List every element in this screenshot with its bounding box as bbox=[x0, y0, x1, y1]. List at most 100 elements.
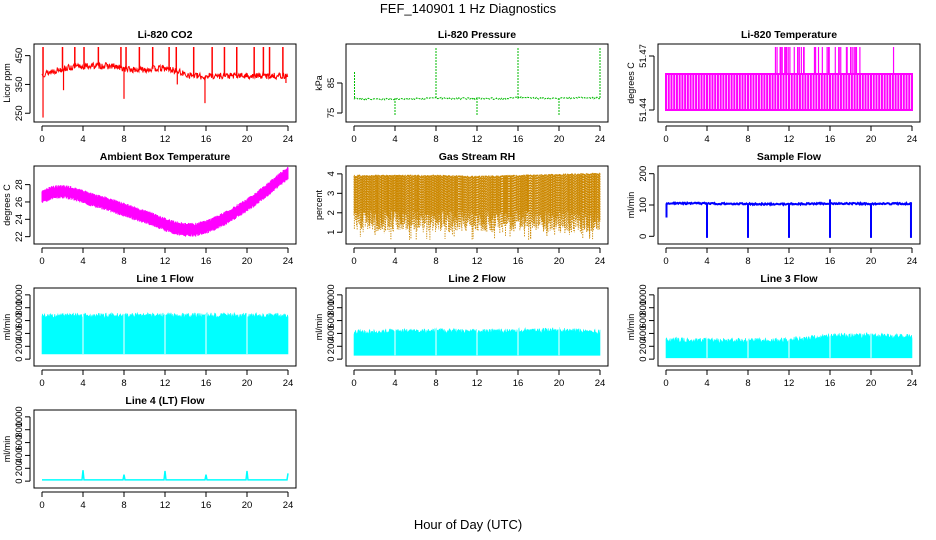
x-tick-label: 8 bbox=[121, 134, 126, 145]
x-axis: 0 4 8 12 16 20 24 bbox=[351, 369, 606, 389]
x-tick-label: 20 bbox=[242, 256, 253, 267]
plot-frame bbox=[33, 409, 297, 489]
x-tick-label: 16 bbox=[513, 256, 524, 267]
x-tick-label: 16 bbox=[825, 378, 836, 389]
x-tick-label: 16 bbox=[513, 378, 524, 389]
chart-title: Li-820 CO2 bbox=[138, 29, 193, 41]
x-tick-label: 20 bbox=[866, 378, 877, 389]
chart-title: Line 2 Flow bbox=[448, 273, 506, 285]
plot-area bbox=[353, 326, 601, 356]
x-tick-label: 12 bbox=[160, 134, 171, 145]
x-tick-label: 20 bbox=[554, 256, 565, 267]
x-tick-label: 16 bbox=[201, 134, 212, 145]
y-tick-label: 200 bbox=[326, 338, 337, 354]
x-axis: 0 4 8 12 16 20 24 bbox=[663, 247, 917, 267]
y-axis-label: ml/min bbox=[626, 314, 636, 341]
series-line bbox=[41, 61, 289, 81]
x-tick-label: 12 bbox=[160, 378, 171, 389]
y-tick-label: 600 bbox=[14, 313, 25, 329]
x-tick-label: 8 bbox=[745, 256, 750, 267]
plot-area bbox=[353, 47, 601, 116]
x-axis: 0 4 8 12 16 20 24 bbox=[351, 247, 606, 267]
x-tick-label: 0 bbox=[39, 500, 44, 511]
y-axis: 250 350 450 bbox=[14, 48, 31, 121]
x-tick-label: 20 bbox=[554, 134, 565, 145]
x-tick-label: 24 bbox=[907, 134, 918, 145]
y-tick-label: 75 bbox=[326, 108, 337, 119]
y-tick-label: 800 bbox=[326, 300, 337, 316]
y-axis-label: degrees C bbox=[626, 62, 636, 104]
y-tick-label: 600 bbox=[326, 313, 337, 329]
plot-frame bbox=[33, 165, 297, 245]
y-tick-label: 600 bbox=[14, 435, 25, 451]
y-tick-label: 1000 bbox=[638, 284, 649, 305]
y-tick-label: 200 bbox=[638, 338, 649, 354]
y-tick-label: 1000 bbox=[14, 406, 25, 427]
x-axis: 0 4 8 12 16 20 24 bbox=[39, 247, 294, 267]
series-line bbox=[42, 470, 289, 481]
x-tick-label: 16 bbox=[513, 134, 524, 145]
x-tick-label: 0 bbox=[351, 256, 356, 267]
x-tick-label: 24 bbox=[283, 134, 294, 145]
chart-title: Line 3 Flow bbox=[760, 273, 818, 285]
chart-panel-6: Sample Flow ml/min 0 4 8 12 16 20 24 0 100 200 bbox=[626, 151, 921, 267]
plot-area bbox=[42, 470, 289, 481]
chart-panel-1: Li-820 CO2 Licor ppm 0 4 8 12 16 20 24 250 350 450 bbox=[2, 29, 297, 145]
x-tick-label: 12 bbox=[160, 500, 171, 511]
chart-panel-7: Line 1 Flow ml/min 0 4 8 12 16 20 24 0 20040060080… bbox=[2, 273, 297, 389]
figure-title: FEF_140901 1 Hz Diagnostics bbox=[379, 1, 557, 16]
chart-panel-9: Line 3 Flow ml/min 0 4 8 12 16 20 24 0 20040060080… bbox=[626, 273, 921, 389]
y-tick-label: 200 bbox=[14, 460, 25, 476]
x-tick-label: 0 bbox=[39, 256, 44, 267]
x-tick-label: 12 bbox=[472, 256, 483, 267]
y-tick-label: 100 bbox=[638, 197, 649, 213]
x-tick-label: 24 bbox=[283, 256, 294, 267]
y-axis: 1 2 3 4 bbox=[326, 171, 343, 235]
chart-title: Li-820 Pressure bbox=[438, 29, 516, 41]
plot-area bbox=[41, 311, 289, 355]
y-tick-label: 0 bbox=[638, 356, 649, 361]
x-tick-label: 0 bbox=[351, 134, 356, 145]
chart-title: Gas Stream RH bbox=[439, 151, 515, 163]
y-axis: 75 85 bbox=[326, 78, 343, 119]
x-tick-label: 4 bbox=[704, 256, 709, 267]
plot-area bbox=[665, 332, 913, 359]
x-tick-label: 4 bbox=[392, 378, 397, 389]
x-tick-label: 4 bbox=[704, 134, 709, 145]
x-tick-label: 24 bbox=[595, 378, 606, 389]
plot-frame bbox=[345, 287, 609, 367]
y-tick-label: 3 bbox=[326, 191, 337, 196]
y-tick-label: 800 bbox=[14, 422, 25, 438]
plot-frame bbox=[657, 165, 921, 245]
y-tick-label: 1 bbox=[326, 230, 337, 235]
x-tick-label: 4 bbox=[704, 378, 709, 389]
y-axis-label: ml/min bbox=[314, 314, 324, 341]
x-axis: 0 4 8 12 16 20 24 bbox=[39, 125, 294, 145]
y-tick-label: 4 bbox=[326, 171, 337, 176]
chart-title: Line 1 Flow bbox=[136, 273, 194, 285]
plot-area bbox=[665, 47, 913, 111]
y-tick-label: 51.44 bbox=[638, 98, 649, 122]
x-tick-label: 8 bbox=[433, 256, 438, 267]
plot-area bbox=[665, 199, 913, 238]
x-tick-label: 0 bbox=[663, 256, 668, 267]
x-tick-label: 8 bbox=[745, 134, 750, 145]
x-tick-label: 8 bbox=[433, 134, 438, 145]
x-tick-label: 8 bbox=[745, 378, 750, 389]
x-tick-label: 24 bbox=[595, 256, 606, 267]
y-axis-label: degrees C bbox=[2, 184, 12, 226]
x-tick-label: 20 bbox=[242, 500, 253, 511]
chart-panel-4: Ambient Box Temperature degrees C 0 4 8 12 16 2… bbox=[2, 151, 297, 267]
y-tick-label: 28 bbox=[14, 179, 25, 190]
y-tick-label: 400 bbox=[14, 447, 25, 463]
x-tick-label: 12 bbox=[784, 378, 795, 389]
y-tick-label: 600 bbox=[638, 313, 649, 329]
plot-frame bbox=[33, 43, 297, 123]
x-tick-label: 24 bbox=[907, 378, 918, 389]
y-tick-label: 200 bbox=[14, 338, 25, 354]
x-tick-label: 20 bbox=[242, 134, 253, 145]
x-tick-label: 4 bbox=[392, 256, 397, 267]
x-axis: 0 4 8 12 16 20 24 bbox=[663, 125, 918, 145]
x-tick-label: 12 bbox=[472, 134, 483, 145]
